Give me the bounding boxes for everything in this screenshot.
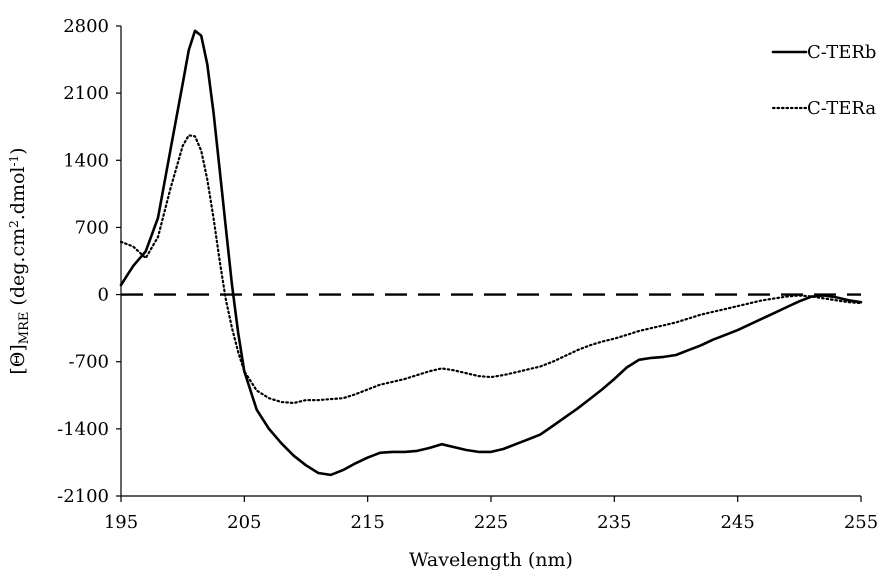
x-tick-label: 195 [104,512,138,533]
y-title-unit-b: .dmol [7,167,29,221]
legend: C-TERb C-TERa [771,42,876,119]
y-tick-label: -1400 [57,419,109,440]
y-title-unit-a: (deg.cm [7,228,29,312]
x-tick-label: 255 [844,512,878,533]
y-title-subscript: MRE [17,312,32,345]
y-axis: 2800 2100 1400 700 0 -700 -1400 -2100 [57,16,122,507]
y-title-superscript-a: 2 [7,220,21,228]
y-tick-label: 700 [75,217,109,238]
y-tick-label: -700 [69,352,109,373]
y-tick-label: 2800 [63,16,109,37]
y-tick-label: 0 [98,285,109,306]
series-line-c-tera [119,134,863,405]
series-layer [119,29,863,477]
x-tick-label: 215 [350,512,384,533]
x-axis: 195 205 215 225 235 245 255 [104,495,878,533]
x-axis-title: Wavelength (nm) [409,549,573,570]
y-title-unit-c: ) [7,147,29,154]
x-tick-label: 245 [720,512,754,533]
y-title-superscript-b: -1 [7,155,21,167]
series-line-c-terb [119,29,863,477]
x-tick-label: 225 [474,512,508,533]
y-tick-label: 1400 [63,150,109,171]
y-title-theta: [Θ] [7,344,29,374]
y-tick-label: -2100 [57,486,109,507]
y-axis-title: [Θ]MRE (deg.cm2.dmol-1) [7,147,32,374]
x-tick-label: 235 [597,512,631,533]
legend-label-c-terb: C-TERb [807,42,876,63]
legend-label-c-tera: C-TERa [807,98,876,119]
y-tick-label: 2100 [63,83,109,104]
x-tick-label: 205 [227,512,261,533]
